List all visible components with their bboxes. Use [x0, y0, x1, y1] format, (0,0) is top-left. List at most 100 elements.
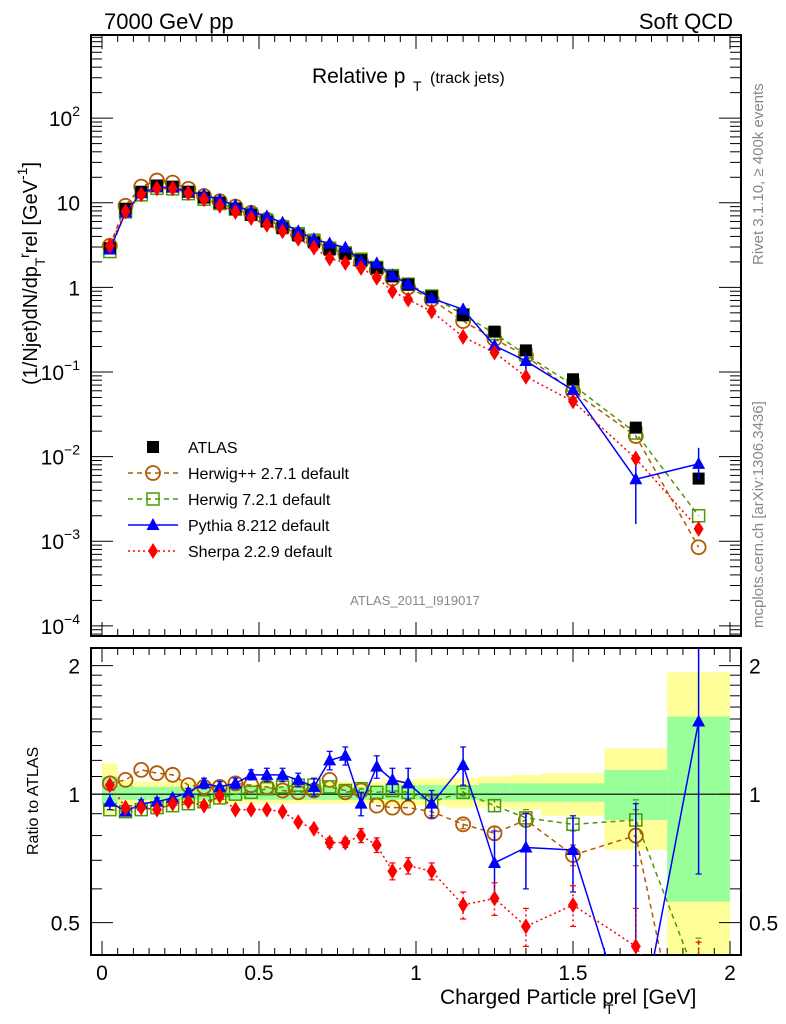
- data-point-sherpa: [120, 203, 131, 220]
- ratio-point-pythia: [307, 779, 321, 792]
- data-point-pythia: [370, 256, 384, 269]
- legend-label-sherpa: Sherpa 2.2.9 default: [188, 544, 333, 561]
- data-point-sherpa: [246, 210, 257, 227]
- ratio-point-pythia: [228, 776, 242, 789]
- data-point-sherpa: [458, 328, 469, 345]
- title-sub: T: [413, 78, 422, 94]
- ylabel-part-2: rel [GeV: [20, 179, 42, 253]
- ratio-point-pythia: [519, 840, 533, 853]
- ratio-point-herwigpp: [274, 782, 291, 799]
- ratio-stat-band: [510, 783, 542, 802]
- ratio-point-herwig7: [487, 798, 502, 813]
- ratio-stat-band: [541, 783, 605, 802]
- svg-text:(1/Njet)dN/dpTrrel [GeV-1]: (1/Njet)dN/dpTrrel [GeV-1]: [14, 162, 48, 385]
- plot-title: Relative p T (track jets): [312, 65, 505, 94]
- data-point-sherpa: [308, 239, 319, 256]
- ratio-point-sherpa: [387, 863, 398, 880]
- ratio-point-pythia: [488, 855, 502, 868]
- ratio-stat-band: [133, 786, 150, 800]
- legend-item-atlas: ATLAS: [147, 440, 238, 457]
- tick-exponent: −3: [64, 526, 80, 542]
- ratio-point-herwigpp: [384, 799, 401, 816]
- data-point-pythia: [566, 383, 580, 396]
- ratio-point-herwigpp: [337, 784, 354, 801]
- tick-base: 10: [41, 531, 64, 554]
- header-left: 7000 GeV pp: [104, 9, 234, 34]
- data-point-sherpa: [426, 303, 437, 320]
- ratio-ylabel: Ratio to ATLAS: [25, 747, 42, 855]
- x-tick-label: 0.5: [244, 962, 273, 985]
- svg-text:Charged Particle pTrel [GeV]: Charged Particle pTrel [GeV]: [440, 986, 696, 1017]
- data-point-sherpa: [199, 191, 210, 208]
- ratio-point-herwig7: [456, 785, 470, 800]
- legend-item-pythia: Pythia 8.212 default: [128, 518, 330, 535]
- legend-item-sherpa: Sherpa 2.2.9 default: [128, 543, 333, 561]
- ratio-point-sherpa: [568, 897, 579, 914]
- data-point-pythia: [456, 302, 470, 315]
- data-point-sherpa: [167, 180, 178, 197]
- ratio-point-sherpa: [104, 777, 115, 794]
- data-point-sherpa: [261, 216, 272, 233]
- ratio-point-sherpa: [214, 788, 225, 805]
- header-right: Soft QCD: [639, 9, 733, 34]
- ratio-point-sherpa: [120, 799, 131, 816]
- ratio-point-pythia: [370, 759, 384, 772]
- ratio-point-pythia: [181, 785, 195, 798]
- legend-label-herwig7: Herwig 7.2.1 default: [188, 492, 331, 509]
- ratio-point-sherpa: [403, 857, 414, 874]
- ratio-point-herwigpp: [400, 799, 417, 816]
- main-y-tick-label: 10−1: [41, 357, 81, 385]
- data-point-sherpa: [489, 344, 500, 361]
- ratio-point-herwig7: [322, 780, 337, 794]
- ratio-point-sherpa: [340, 834, 351, 851]
- data-point-pythia: [385, 268, 399, 281]
- legend: ATLAS Herwig++ 2.7.1 default Herwig 7.2.1 …: [128, 440, 350, 561]
- data-point-pythia: [291, 224, 305, 237]
- data-point-pythia: [519, 353, 533, 366]
- data-point-sherpa: [356, 259, 367, 276]
- data-point-sherpa: [324, 250, 335, 267]
- ratio-point-herwig7: [369, 785, 384, 800]
- data-point-pythia: [338, 240, 352, 253]
- ratio-stat-band: [368, 786, 385, 800]
- ratio-point-pythia: [197, 776, 211, 789]
- ratio-y-tick-label-right: 0.5: [749, 913, 778, 936]
- ratio-stat-band: [117, 785, 134, 800]
- legend-marker-atlas: [147, 441, 159, 453]
- main-y-tick-label: 10: [57, 193, 80, 216]
- legend-marker-herwigpp: [145, 465, 161, 481]
- ratio-stat-band: [478, 783, 511, 802]
- ratio-point-sherpa: [246, 801, 257, 818]
- data-point-sherpa: [151, 180, 162, 197]
- tick-exponent: −2: [64, 442, 80, 458]
- ratio-point-pythia: [425, 796, 439, 809]
- legend-item-herwigpp: Herwig++ 2.7.1 default: [128, 465, 350, 483]
- data-point-atlas: [488, 325, 501, 338]
- main-ylabel: (1/Njet)dN/dpTrrel [GeV-1]: [14, 162, 48, 385]
- ratio-point-herwig7: [244, 785, 258, 800]
- ylabel-sub-T: T: [32, 257, 48, 266]
- x-tick-label: 2: [724, 962, 736, 985]
- ratio-point-herwigpp: [455, 816, 472, 833]
- main-y-tick-label: 10−3: [41, 526, 81, 554]
- ratio-point-pythia: [323, 753, 337, 766]
- x-tick-label: 1.5: [558, 962, 587, 985]
- legend-marker-pythia: [146, 518, 160, 530]
- x-tick-label: 0: [96, 962, 108, 985]
- data-point-sherpa: [403, 291, 414, 308]
- ratio-point-sherpa: [151, 801, 162, 818]
- ratio-point-pythia: [401, 776, 415, 789]
- ratio-series-pythia: [103, 648, 706, 955]
- data-point-sherpa: [520, 368, 531, 385]
- data-point-pythia: [401, 277, 415, 290]
- tick-base: 10: [41, 616, 64, 639]
- xlabel-part-2: rel [GeV]: [614, 986, 697, 1009]
- data-point-herwigpp: [690, 539, 707, 556]
- ratio-point-sherpa: [167, 795, 178, 812]
- legend-marker-sherpa: [148, 543, 158, 559]
- ratio-series-sherpa: [104, 777, 702, 955]
- data-point-sherpa: [693, 520, 704, 537]
- data-point-pythia: [323, 236, 337, 249]
- ratio-point-pythia: [276, 767, 290, 780]
